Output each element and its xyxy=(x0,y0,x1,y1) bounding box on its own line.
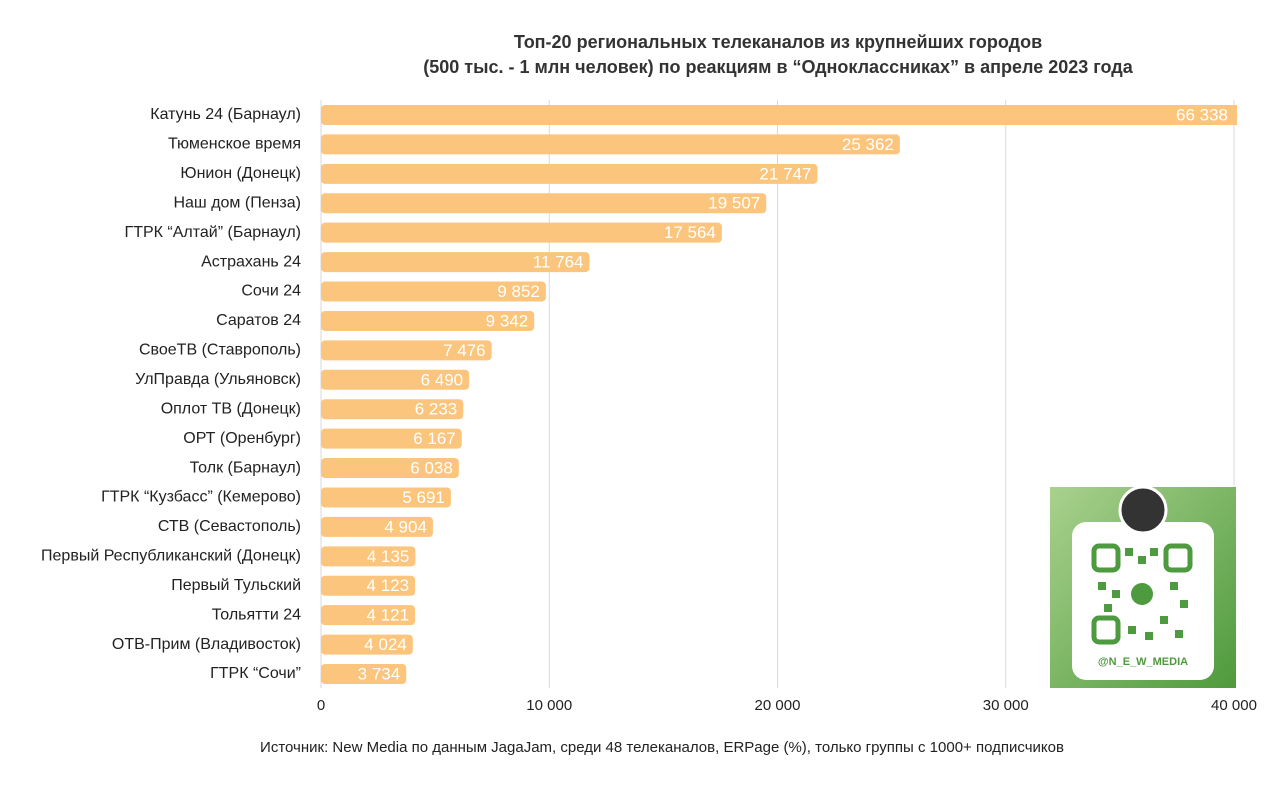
bar xyxy=(321,605,416,626)
y-tick-label: Оплот ТВ (Донецк) xyxy=(161,400,301,417)
y-tick-label: ГТРК “Сочи” xyxy=(210,665,301,682)
bar xyxy=(321,105,1237,125)
y-tick-label: Толк (Барнаул) xyxy=(190,459,301,476)
value-label: 4 904 xyxy=(384,517,427,536)
y-tick-label: ОТВ-Прим (Владивосток) xyxy=(112,636,301,653)
y-tick-label: Саратов 24 xyxy=(216,312,301,329)
y-tick-label: Тольятти 24 xyxy=(212,606,301,623)
chart-title: Топ-20 региональных телеканалов из крупн… xyxy=(514,32,1042,52)
bar xyxy=(321,134,900,155)
value-label: 21 747 xyxy=(759,164,811,183)
value-label: 3 734 xyxy=(358,664,401,683)
value-label: 4 123 xyxy=(367,576,410,595)
bar xyxy=(321,399,464,420)
value-label: 6 490 xyxy=(421,370,464,389)
y-tick-label: Первый Тульский xyxy=(171,577,301,594)
y-tick-label: Юнион (Донецк) xyxy=(180,165,301,182)
bar xyxy=(321,252,590,273)
value-label: 5 691 xyxy=(402,488,445,507)
bar xyxy=(321,222,722,243)
y-tick-label: Наш дом (Пенза) xyxy=(173,194,301,211)
bar xyxy=(321,310,535,331)
bars xyxy=(321,105,1237,684)
value-label: 11 764 xyxy=(533,253,584,272)
bar xyxy=(321,664,407,684)
value-label: 4 135 xyxy=(367,547,410,566)
y-tick-label: Первый Республиканский (Донецк) xyxy=(41,548,301,565)
y-tick-label: ГТРК “Кузбасс” (Кемерово) xyxy=(101,489,301,506)
value-label: 17 564 xyxy=(664,223,716,242)
y-tick-label: Сочи 24 xyxy=(241,283,301,300)
y-tick-label: УлПравда (Ульяновск) xyxy=(135,371,301,388)
qr-caption: @N_E_W_MEDIA xyxy=(1098,656,1188,668)
y-tick-label: ГТРК “Алтай” (Барнаул) xyxy=(125,224,301,241)
value-label: 4 121 xyxy=(367,606,410,625)
value-label: 19 507 xyxy=(708,194,760,213)
y-tick-label: ОРТ (Оренбург) xyxy=(183,430,301,447)
value-label: 25 362 xyxy=(842,135,894,154)
bar xyxy=(321,546,416,567)
value-label: 7 476 xyxy=(443,341,486,360)
bar xyxy=(321,487,451,508)
bar xyxy=(321,428,462,449)
bar xyxy=(321,516,433,537)
value-label: 6 167 xyxy=(413,429,456,448)
bar xyxy=(321,575,416,596)
x-tick-label: 0 xyxy=(317,697,325,714)
y-tick-label: СТВ (Севастополь) xyxy=(158,518,301,535)
value-label: 6 233 xyxy=(415,400,458,419)
bar xyxy=(321,458,459,479)
x-tick-label: 20 000 xyxy=(755,697,801,714)
bar xyxy=(321,369,470,390)
value-label: 6 038 xyxy=(410,459,453,478)
y-tick-label: Тюменское время xyxy=(168,136,301,153)
bar xyxy=(321,193,767,214)
y-tick-label: СвоеТВ (Ставрополь) xyxy=(139,342,301,359)
x-tick-label: 40 000 xyxy=(1211,697,1257,714)
x-tick-label: 10 000 xyxy=(526,697,572,714)
value-label: 9 852 xyxy=(497,282,540,301)
bar xyxy=(321,163,818,184)
y-tick-label: Катунь 24 (Барнаул) xyxy=(150,106,301,123)
x-tick-label: 30 000 xyxy=(983,697,1029,714)
qr-card: @N_E_W_MEDIA xyxy=(1050,485,1236,688)
qr-code xyxy=(1091,543,1193,645)
source-note: Источник: New Media по данным JagaJam, с… xyxy=(260,739,1064,756)
qr-avatar xyxy=(1118,485,1168,535)
value-label: 9 342 xyxy=(486,311,529,330)
bar xyxy=(321,281,546,302)
bar xyxy=(321,634,413,655)
bar xyxy=(321,340,492,361)
y-tick-label: Астрахань 24 xyxy=(201,253,301,270)
value-label: 66 338 xyxy=(1176,105,1228,124)
chart-title: (500 тыс. - 1 млн человек) по реакциям в… xyxy=(423,57,1133,77)
value-label: 4 024 xyxy=(364,635,407,654)
